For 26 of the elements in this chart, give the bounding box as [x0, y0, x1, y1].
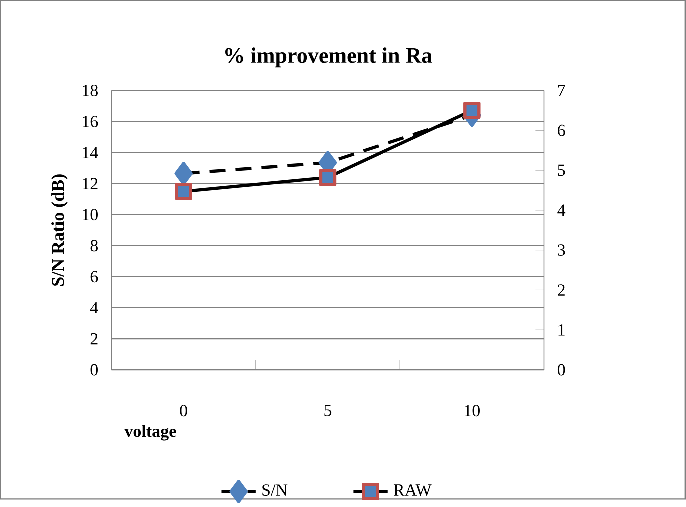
y2-tick-label: 1	[558, 324, 565, 336]
legend-label: RAW	[394, 484, 432, 496]
chart-title: % improvement in Ra	[226, 48, 432, 68]
y2-tick-label: 2	[558, 284, 565, 296]
y-tick-label: 4	[90, 302, 98, 314]
x-tick-label: 0	[180, 405, 188, 417]
y-tick-label: 6	[90, 271, 98, 283]
y2-tick-label: 0	[558, 364, 566, 376]
y-tick-label: 12	[83, 178, 98, 190]
x-tick-label: 5	[324, 405, 332, 416]
x-axis-title: voltage	[124, 425, 176, 441]
y2-tick-label: 5	[558, 164, 566, 176]
y-tick-label: 18	[83, 85, 98, 96]
y-axis-title: S/N Ratio (dB)	[52, 174, 68, 286]
legend-label: S/N	[262, 484, 288, 496]
y-tick-label: 2	[90, 333, 98, 345]
y-tick-label: 14	[83, 147, 98, 158]
y-tick-label: 10	[83, 209, 98, 221]
y2-tick-label: 7	[558, 85, 566, 96]
y2-tick-label: 6	[558, 124, 566, 136]
y-tick-label: 8	[90, 240, 98, 252]
y-tick-label: 0	[90, 364, 98, 376]
y2-tick-label: 3	[558, 244, 566, 256]
y2-tick-label: 4	[558, 204, 566, 216]
y-tick-label: 16	[83, 116, 98, 128]
x-tick-label: 10	[465, 405, 480, 417]
